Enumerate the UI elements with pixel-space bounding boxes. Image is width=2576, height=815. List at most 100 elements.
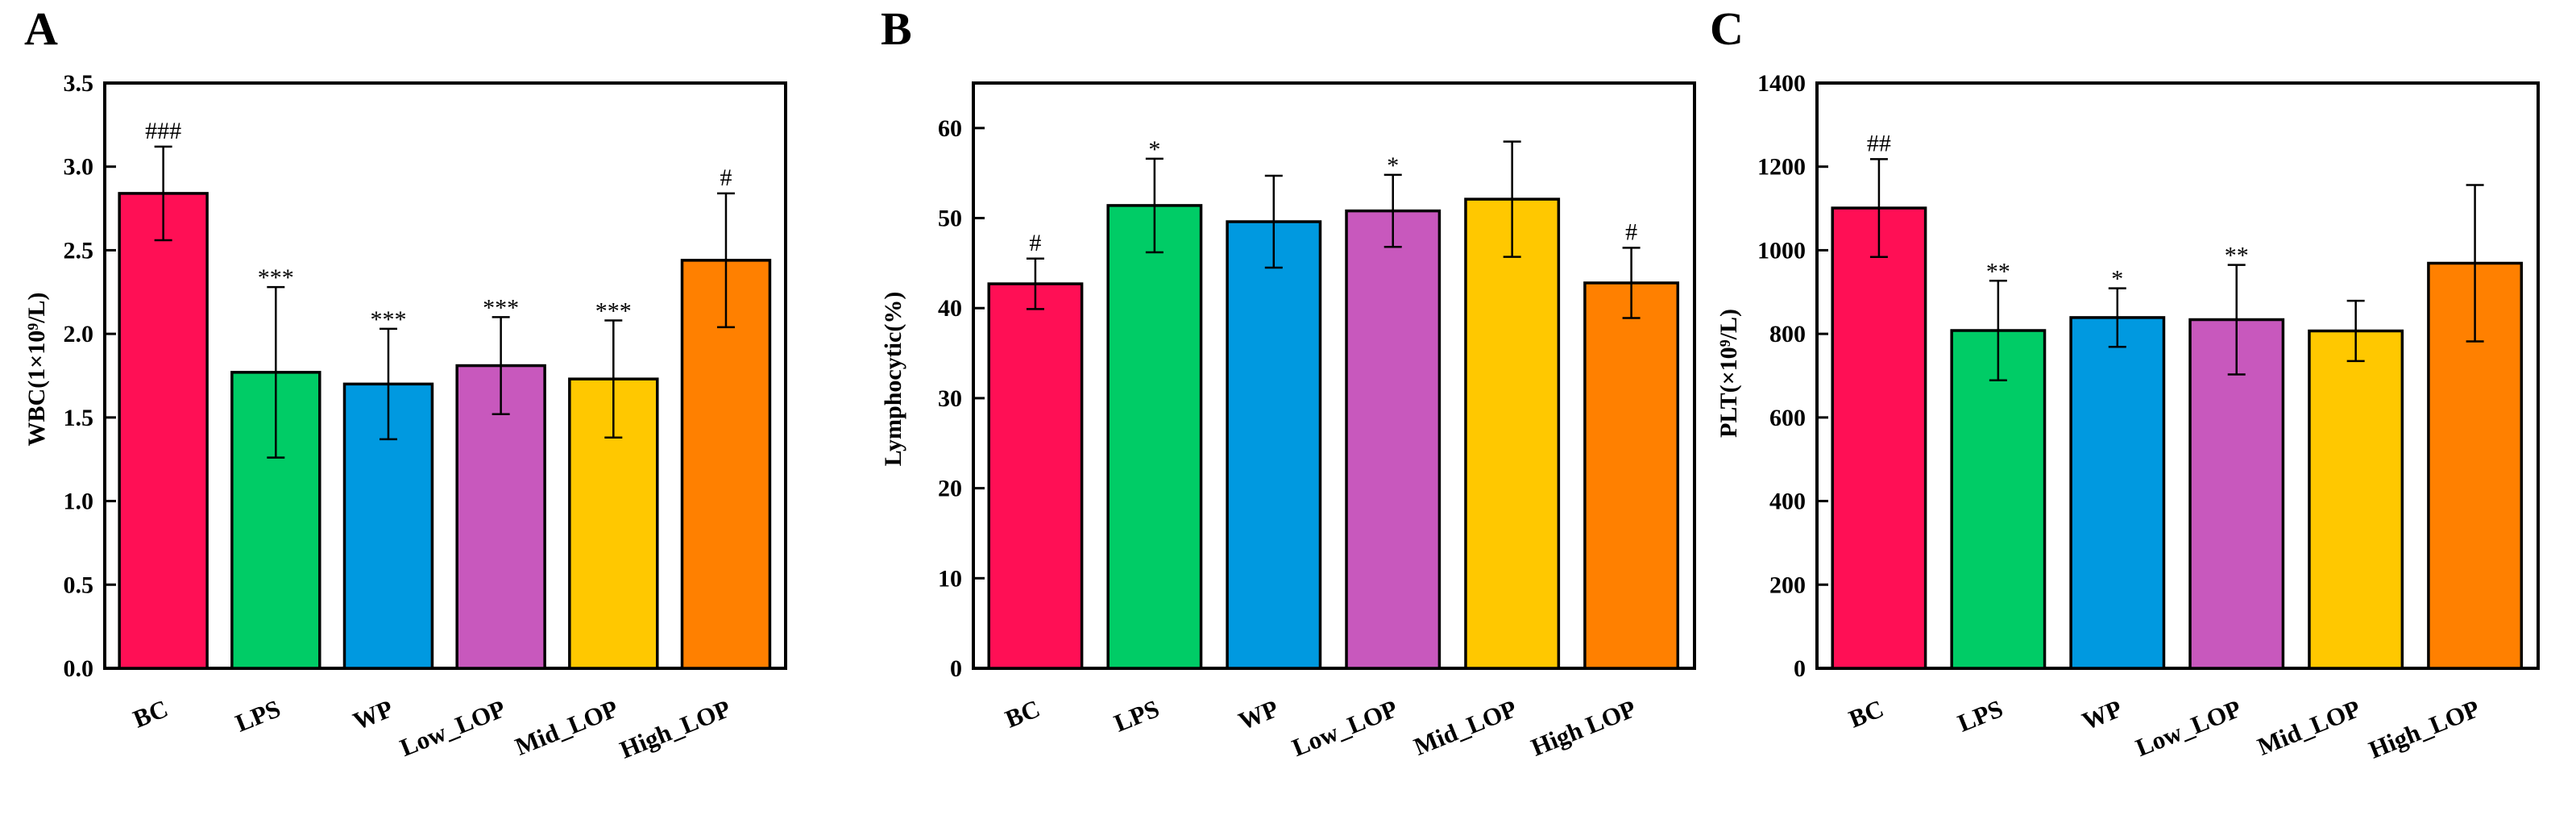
bars-layer bbox=[987, 140, 1680, 670]
y-tick-label: 20 bbox=[938, 476, 962, 502]
y-tick-label: 2.0 bbox=[64, 321, 94, 347]
x-tick-label: WP bbox=[1234, 694, 1282, 735]
bar bbox=[2069, 316, 2166, 670]
y-ticks: 0 10 20 30 40 50 60 bbox=[938, 115, 962, 682]
y-axis-label: Lymphocytic(%) bbox=[880, 292, 906, 467]
significance-mark: *** bbox=[595, 298, 632, 325]
y-tick-label: 30 bbox=[938, 385, 962, 412]
error-bar bbox=[379, 327, 397, 441]
x-tick-label: Mid_LOP bbox=[2254, 694, 2365, 761]
y-tick-label: 1000 bbox=[1757, 237, 1806, 264]
y-tick-label: 40 bbox=[938, 295, 962, 322]
error-bar bbox=[2108, 287, 2126, 348]
y-tick-label: 10 bbox=[938, 565, 962, 592]
error-bar bbox=[1264, 174, 1283, 269]
significance-mark: # bbox=[720, 164, 732, 191]
error-bar bbox=[1503, 140, 1521, 258]
bar bbox=[1831, 206, 1927, 670]
y-tick-label: 200 bbox=[1769, 572, 1806, 598]
y-tick-label: 50 bbox=[938, 206, 962, 232]
error-bar bbox=[1145, 157, 1164, 254]
x-tick-label: Low_LOP bbox=[2131, 694, 2245, 762]
panel-letter: A bbox=[24, 2, 58, 55]
significance-mark: * bbox=[1148, 136, 1160, 163]
x-tick-label: LPS bbox=[1110, 694, 1164, 738]
bar bbox=[1950, 329, 2047, 670]
y-tick-label: 60 bbox=[938, 115, 962, 142]
panel-b: B Lymphocytic(%) 0 10 20 30 40 50 60 # *… bbox=[880, 2, 1696, 762]
y-ticks: 0.0 0.5 1.0 1.5 2.0 2.5 3.0 3.5 bbox=[64, 70, 94, 682]
error-bar bbox=[1383, 173, 1402, 248]
significance-mark: ### bbox=[145, 118, 181, 144]
significance-mark: *** bbox=[258, 264, 294, 291]
x-tick-label: LPS bbox=[1954, 694, 2007, 738]
error-bar bbox=[492, 316, 510, 415]
significance-marks: # * * # bbox=[1029, 136, 1637, 256]
significance-mark: * bbox=[1387, 152, 1399, 179]
bar bbox=[1345, 209, 1441, 670]
bar bbox=[1226, 220, 1322, 670]
x-tick-label: Low_LOP bbox=[396, 694, 509, 762]
x-tick-label: High_LOP bbox=[2365, 694, 2483, 764]
y-tick-label: 0 bbox=[950, 655, 962, 682]
error-bar bbox=[154, 145, 172, 242]
plot-frame bbox=[1815, 81, 2540, 670]
bars-layer bbox=[1831, 158, 2524, 670]
y-tick-label: 800 bbox=[1769, 321, 1806, 347]
y-tick-label: 1400 bbox=[1757, 70, 1806, 97]
x-tick-label: BC bbox=[1844, 694, 1887, 734]
error-bar bbox=[1622, 247, 1641, 319]
error-bar bbox=[1869, 158, 1888, 258]
y-tick-label: 2.5 bbox=[64, 237, 94, 264]
significance-mark: *** bbox=[483, 294, 519, 321]
significance-mark: ** bbox=[2225, 243, 2249, 269]
y-tick-label: 3.0 bbox=[64, 154, 94, 181]
bar bbox=[118, 192, 209, 670]
y-tick-label: 400 bbox=[1769, 489, 1806, 515]
x-tick-label: Mid_LOP bbox=[511, 694, 622, 761]
x-tick-label: BC bbox=[129, 694, 172, 734]
x-tick-label: High_LOP bbox=[616, 694, 734, 764]
y-tick-label: 3.5 bbox=[64, 70, 94, 97]
y-tick-label: 1200 bbox=[1757, 154, 1806, 181]
bar bbox=[987, 282, 1084, 670]
error-bar bbox=[2227, 264, 2246, 376]
significance-mark: *** bbox=[370, 306, 406, 333]
x-tick-label: BC bbox=[1001, 694, 1043, 734]
y-tick-label: 600 bbox=[1769, 405, 1806, 431]
error-bar bbox=[267, 285, 285, 459]
y-tick-label: 0.0 bbox=[64, 655, 94, 682]
plot-frame bbox=[972, 81, 1696, 670]
x-tick-label: WP bbox=[349, 694, 396, 735]
bar bbox=[1464, 198, 1561, 670]
x-categories: BC LPS WP Low_LOP Mid_LOP High LOP bbox=[1001, 694, 1640, 762]
bar bbox=[1106, 204, 1203, 670]
error-bar bbox=[604, 319, 623, 439]
x-tick-label: High LOP bbox=[1527, 694, 1640, 762]
bars-layer bbox=[118, 145, 772, 670]
y-tick-label: 1.5 bbox=[64, 405, 94, 431]
significance-mark: # bbox=[1625, 218, 1637, 245]
x-tick-label: Low_LOP bbox=[1288, 694, 1401, 762]
error-bar bbox=[1989, 280, 2007, 381]
panel-c: C PLT(×10⁹/L) 0 200 400 600 800 1000 120… bbox=[1710, 2, 2540, 764]
error-bar bbox=[1026, 257, 1044, 310]
bar bbox=[2308, 329, 2404, 670]
plot-frame bbox=[103, 81, 787, 670]
y-axis-label: PLT(×10⁹/L) bbox=[1715, 309, 1742, 438]
error-bar bbox=[716, 192, 735, 329]
significance-marks: ## ** * ** bbox=[1867, 130, 2249, 292]
x-tick-label: LPS bbox=[231, 694, 284, 738]
significance-mark: ## bbox=[1867, 130, 1891, 156]
x-categories: BC LPS WP Low_LOP Mid_LOP High_LOP bbox=[129, 694, 734, 764]
x-tick-label: WP bbox=[2078, 694, 2126, 735]
bar bbox=[1583, 281, 1680, 670]
significance-mark: # bbox=[1029, 230, 1041, 256]
x-categories: BC LPS WP Low_LOP Mid_LOP High_LOP bbox=[1844, 694, 2483, 764]
x-tick-label: Mid_LOP bbox=[1410, 694, 1521, 761]
panel-letter: B bbox=[881, 2, 912, 55]
y-ticks: 0 200 400 600 800 1000 1200 1400 bbox=[1757, 70, 1806, 682]
panel-a: A WBC(1×10⁹/L) 0.0 0.5 1.0 1.5 2.0 2.5 3… bbox=[23, 2, 787, 764]
significance-marks: ### *** *** *** *** # bbox=[145, 118, 732, 333]
